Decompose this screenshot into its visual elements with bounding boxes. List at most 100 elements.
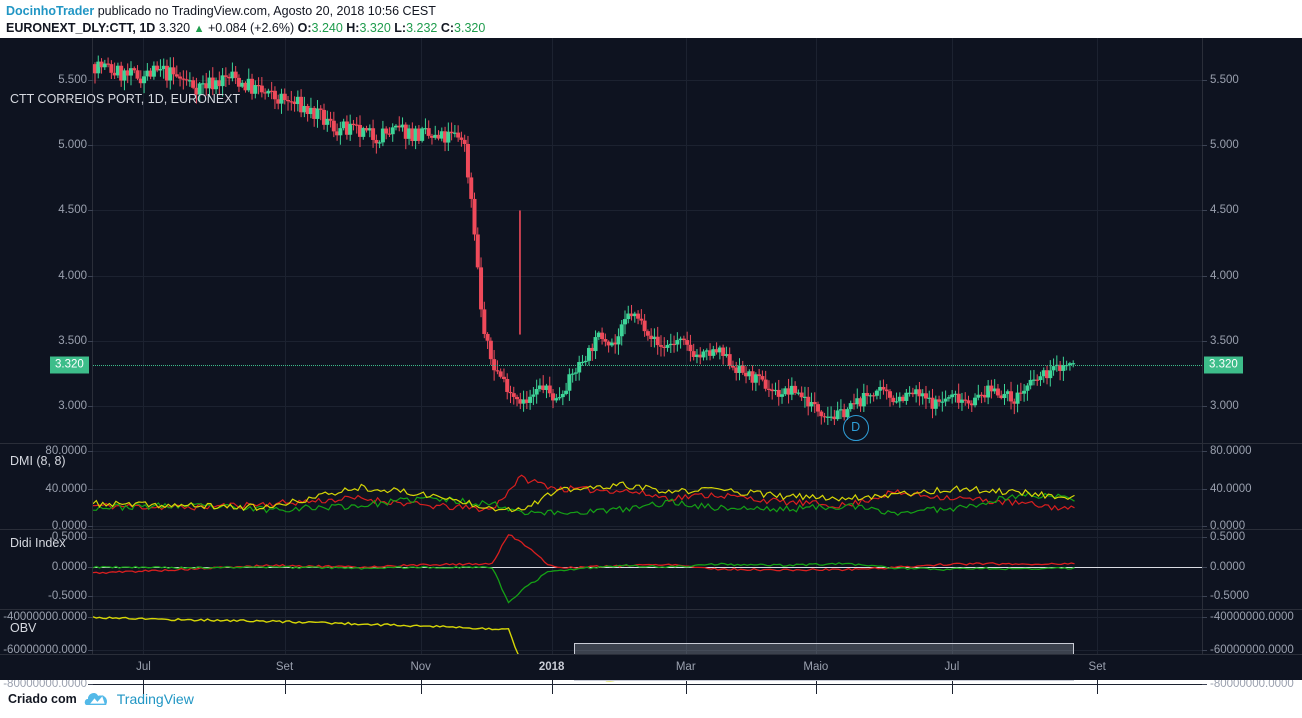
candle-down [459,137,464,140]
obv-y-tick-label: -60000000.0000 [1210,644,1294,657]
didi-series [93,534,1075,604]
candle-down [547,385,552,394]
obv-scale-right[interactable]: -40000000.0000 -60000000.0000 -80000000.00… [1202,610,1302,694]
price-scale-right[interactable]: 5.500 5.000 4.500 4.000 3.500 3.000 [1202,38,1302,443]
obv-scale-left[interactable]: -40000000.0000 -60000000.0000 -80000000.00… [0,610,93,694]
candle-down [429,135,434,138]
dividend-marker[interactable]: D [842,415,869,441]
candle-up [773,389,778,392]
candle-up [1028,379,1033,386]
author-link[interactable]: DocinhoTrader [6,4,95,18]
candle-down [688,344,693,352]
candle-up [128,68,133,76]
candle-down [119,65,124,81]
candle-down [233,71,238,78]
tradingview-brand-link[interactable]: TradingView [116,691,194,707]
didi-y-tick-mark [1202,566,1207,568]
dmi-plot-area[interactable] [93,444,1202,529]
price-pane[interactable]: 5.500 5.000 4.500 4.000 3.500 3.000 5.500 5.00… [0,38,1302,443]
candle-up [554,398,559,401]
horizontal-gridline [93,526,1202,528]
didi-scale-right[interactable]: 0.5000 0.0000 -0.5000 [1202,530,1302,609]
didi-y-tick-label: 0.0000 [1210,560,1246,573]
candle-down [966,400,971,404]
candle-down [606,341,611,346]
candle-down [799,392,804,398]
current-price-badge-right[interactable]: 3.320 [1204,356,1243,374]
vertical-gridline [1097,38,1098,443]
close-value: 3.320 [454,21,486,35]
current-price-badge-left[interactable]: 3.320 [50,356,89,374]
obv-y-tick-mark [88,683,93,685]
candle-up [711,349,716,356]
candle-down [272,90,277,100]
candle-up [168,67,173,81]
dmi-pane[interactable]: 80.0000 40.0000 0.0000 80.0000 40.0000 0.000… [0,444,1302,529]
vertical-gridline [143,444,144,529]
candle-down [662,346,667,348]
horizontal-gridline [93,650,1202,652]
candle-down [305,105,310,115]
pane-separator-2[interactable] [0,529,1302,530]
obv-y-tick-mark [88,650,93,652]
candle-down [357,124,362,137]
vertical-gridline [421,530,422,609]
vertical-gridline [952,38,953,443]
vertical-gridline [952,530,953,609]
price-plot-area[interactable] [93,38,1202,443]
didi-pane[interactable]: 0.5000 0.0000 -0.5000 0.5000 0.0000 -0.5000 … [0,530,1302,609]
didi-plot-area[interactable] [93,530,1202,609]
obv-pane[interactable]: -40000000.0000 -60000000.0000 -80000000.00… [0,610,1302,694]
vertical-gridline [1097,530,1098,609]
price-y-tick-label: 3.000 [58,400,87,413]
candle-down [344,121,349,135]
candle-up [609,342,614,346]
dmi-adx-line [93,481,1075,513]
candle-up [577,362,582,373]
candle-up [534,389,539,395]
candle-up [200,83,205,85]
horizontal-gridline [93,451,1202,453]
candle-up [528,396,533,403]
vertical-gridline [816,38,817,443]
dmi-scale-right[interactable]: 80.0000 40.0000 0.0000 [1202,444,1302,529]
candle-down [109,64,114,73]
last-price: 3.320 [158,21,191,35]
dmi-scale-left[interactable]: 80.0000 40.0000 0.0000 [0,444,93,529]
candle-up [668,343,673,346]
price-scale-left[interactable]: 5.500 5.000 4.500 4.000 3.500 3.000 [0,38,93,443]
vertical-gridline [552,610,553,694]
time-axis[interactable]: Jul Set Nov 2018 Mar Maio Jul Set [0,654,1302,680]
candle-down [642,320,647,332]
symbol-label[interactable]: EURONEXT_DLY:CTT, 1D [6,21,156,35]
candle-down [600,332,605,340]
candle-down [259,85,264,93]
x-axis-tick-label: Set [275,661,294,673]
horizontal-gridline [93,275,1202,277]
vertical-gridline [1097,444,1098,529]
candle-down [479,267,484,310]
vertical-gridline [143,610,144,694]
chart-container[interactable]: 5.500 5.000 4.500 4.000 3.500 3.000 5.500 5.00… [0,38,1302,694]
published-text: publicado no TradingView.com, Agosto 20,… [97,4,436,18]
vertical-gridline [686,530,687,609]
horizontal-gridline [93,79,1202,81]
pane-separator-3[interactable] [0,609,1302,610]
price-change: +0.084 (+2.6%) [207,21,295,35]
candle-down [387,133,392,135]
candle-up [848,403,853,410]
publication-header: DocinhoTrader publicado no TradingView.c… [0,0,1302,38]
candle-down [937,399,942,402]
candle-up [564,390,569,394]
candle-up [583,360,588,363]
vertical-gridline [552,530,553,609]
candle-down [1058,364,1063,371]
didi-scale-left[interactable]: 0.5000 0.0000 -0.5000 [0,530,93,609]
vertical-gridline [143,530,144,609]
candle-down [371,128,376,140]
candle-down [819,411,824,417]
candle-up [829,416,834,418]
candle-down [691,351,696,357]
candle-up [158,68,163,71]
pane-separator-1[interactable] [0,443,1302,444]
